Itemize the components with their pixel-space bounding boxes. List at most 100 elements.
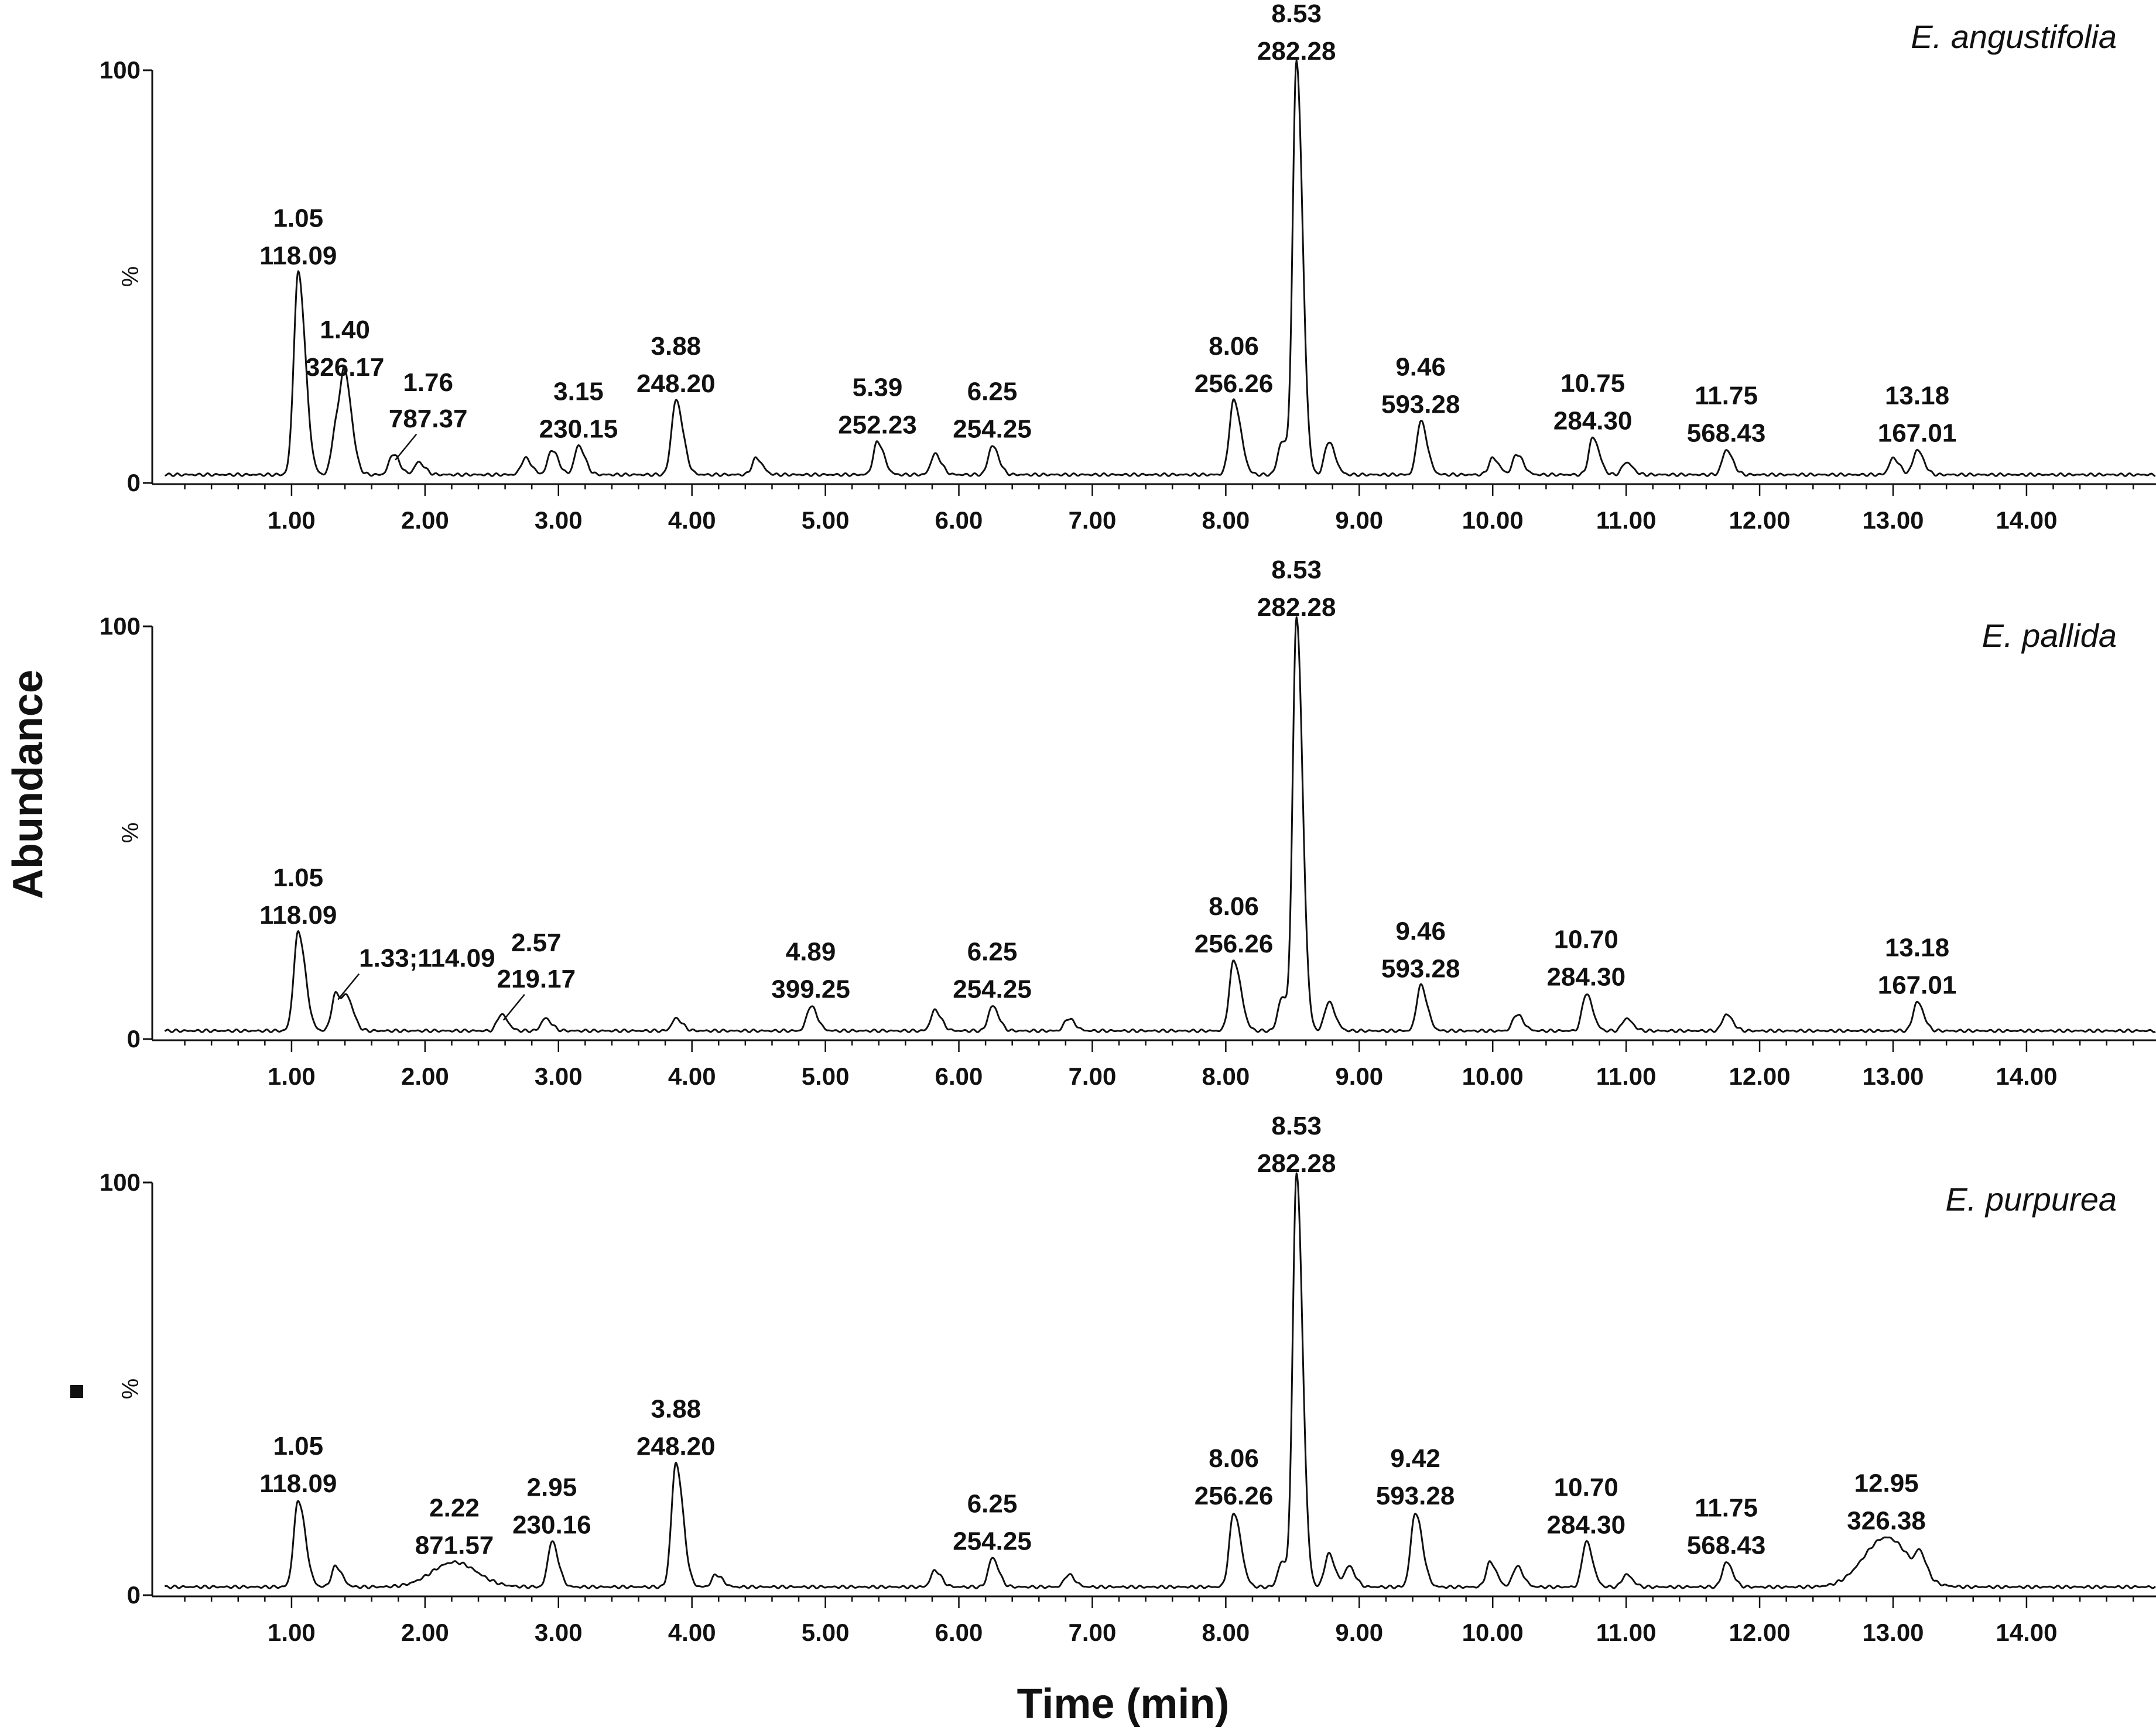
peak-label: 1.05	[273, 1432, 323, 1461]
peak-label: 256.26	[1195, 1482, 1274, 1510]
peak-label: 118.09	[259, 1469, 337, 1498]
peak-label: 254.25	[953, 975, 1032, 1004]
peak-label: 284.30	[1546, 1510, 1625, 1539]
peak-label: 1.05	[273, 863, 323, 892]
x-tick-label: 6.00	[935, 506, 983, 534]
peak-label: 9.46	[1395, 917, 1446, 945]
peak-label: 284.30	[1546, 963, 1625, 992]
x-tick-label: 13.00	[1862, 1619, 1924, 1646]
panel-title: E. angustifolia	[1911, 18, 2117, 55]
percent-label: %	[118, 266, 143, 287]
peak-label: 13.18	[1885, 382, 1949, 410]
peak-leader-line	[502, 994, 525, 1021]
peak-label: 3.88	[651, 332, 701, 361]
peak-label: 3.15	[553, 378, 604, 406]
peak-label: 118.09	[259, 901, 337, 930]
peak-label: 9.46	[1395, 352, 1446, 381]
peak-label: 1.76	[403, 368, 453, 397]
peak-label: 284.30	[1553, 407, 1633, 436]
peak-label: 167.01	[1878, 971, 1957, 1000]
peak-label: 8.53	[1271, 556, 1322, 584]
x-tick-label: 4.00	[668, 506, 716, 534]
peak-label: 3.88	[651, 1395, 701, 1424]
peak-label: 593.28	[1376, 1482, 1455, 1510]
peak-label: 254.25	[953, 415, 1032, 444]
panel-1: 0 100% 1.00 2.00 3.00 4.00 5.00 6.00 7.00 8.00 9.0…	[100, 0, 2156, 534]
peak-label: 8.06	[1209, 892, 1259, 921]
x-tick-label: 2.00	[401, 1062, 449, 1090]
x-axis-title: Time (min)	[1017, 1681, 1230, 1727]
x-tick-label: 1.00	[268, 1619, 316, 1646]
peak-label: 248.20	[636, 369, 716, 398]
y-tick-label: 0	[127, 1025, 141, 1053]
y-tick-label: 0	[127, 1581, 141, 1609]
peak-label: 593.28	[1381, 954, 1460, 983]
peak-label: 10.75	[1560, 369, 1625, 398]
peak-label: 282.28	[1257, 37, 1336, 66]
peak-label: 254.25	[953, 1527, 1032, 1556]
peak-label: 593.28	[1381, 390, 1460, 419]
x-tick-label: 5.00	[802, 506, 850, 534]
percent-label: %	[118, 822, 143, 844]
x-tick-label: 3.00	[535, 506, 583, 534]
x-tick-label: 14.00	[1996, 506, 2057, 534]
peak-label: 5.39	[853, 373, 903, 402]
x-tick-label: 9.00	[1335, 1619, 1383, 1646]
y-tick-label: 100	[100, 1168, 141, 1196]
x-tick-label: 12.00	[1729, 1619, 1791, 1646]
peak-label: 219.17	[497, 965, 576, 993]
x-tick-label: 12.00	[1729, 1062, 1791, 1090]
chromatogram-trace	[164, 1172, 2156, 1589]
x-tick-label: 3.00	[535, 1062, 583, 1090]
x-tick-label: 12.00	[1729, 506, 1791, 534]
x-tick-label: 7.00	[1069, 1062, 1117, 1090]
peak-label: 1.05	[273, 204, 323, 233]
x-tick-label: 1.00	[268, 506, 316, 534]
peak-label: 6.25	[967, 378, 1018, 406]
x-tick-label: 2.00	[401, 506, 449, 534]
peak-label: 248.20	[636, 1432, 716, 1461]
x-tick-label: 9.00	[1335, 506, 1383, 534]
percent-label: %	[118, 1379, 143, 1400]
x-tick-label: 6.00	[935, 1062, 983, 1090]
peak-label: 230.15	[539, 415, 618, 444]
peak-label: 8.06	[1209, 1444, 1259, 1473]
peak-label: 1.33;114.09	[359, 944, 495, 973]
x-tick-label: 1.00	[268, 1062, 316, 1090]
peak-label: 252.23	[838, 411, 917, 440]
x-tick-label: 8.00	[1202, 1062, 1250, 1090]
peak-label: 230.16	[512, 1510, 591, 1539]
chromatogram-trace	[165, 59, 2156, 477]
peak-label: 8.06	[1209, 332, 1259, 361]
x-tick-label: 6.00	[935, 1619, 983, 1646]
peak-label: 399.25	[771, 975, 850, 1004]
peak-label: 118.09	[259, 242, 337, 270]
peak-label: 2.22	[429, 1494, 480, 1523]
x-tick-label: 2.00	[401, 1619, 449, 1646]
peak-label: 8.53	[1271, 0, 1322, 28]
x-tick-label: 8.00	[1202, 1619, 1250, 1646]
peak-label: 568.43	[1687, 419, 1766, 448]
x-tick-label: 11.00	[1596, 506, 1657, 534]
peak-label: 787.37	[389, 405, 468, 433]
peak-label: 256.26	[1195, 369, 1274, 398]
chromatogram-trace	[164, 616, 2156, 1033]
x-tick-label: 10.00	[1462, 1062, 1524, 1090]
peak-label: 13.18	[1885, 934, 1949, 962]
x-tick-label: 11.00	[1596, 1062, 1657, 1090]
x-tick-label: 7.00	[1069, 506, 1117, 534]
peak-label: 568.43	[1687, 1531, 1766, 1560]
panel-3: 0 100% 1.00 2.00 3.00 4.00 5.00 6.00 7.00 8.00 9.0…	[100, 1112, 2156, 1646]
peak-label: 2.95	[527, 1473, 577, 1502]
y-tick-label: 0	[127, 469, 141, 496]
x-tick-label: 13.00	[1862, 506, 1924, 534]
peak-label: 167.01	[1878, 419, 1957, 448]
peak-label: 6.25	[967, 1490, 1018, 1519]
peak-leader-line	[337, 973, 360, 1000]
x-tick-label: 14.00	[1996, 1062, 2057, 1090]
x-tick-label: 13.00	[1862, 1062, 1924, 1090]
peak-label: 8.53	[1271, 1112, 1322, 1140]
peak-label: 6.25	[967, 938, 1018, 966]
x-tick-label: 10.00	[1462, 506, 1524, 534]
